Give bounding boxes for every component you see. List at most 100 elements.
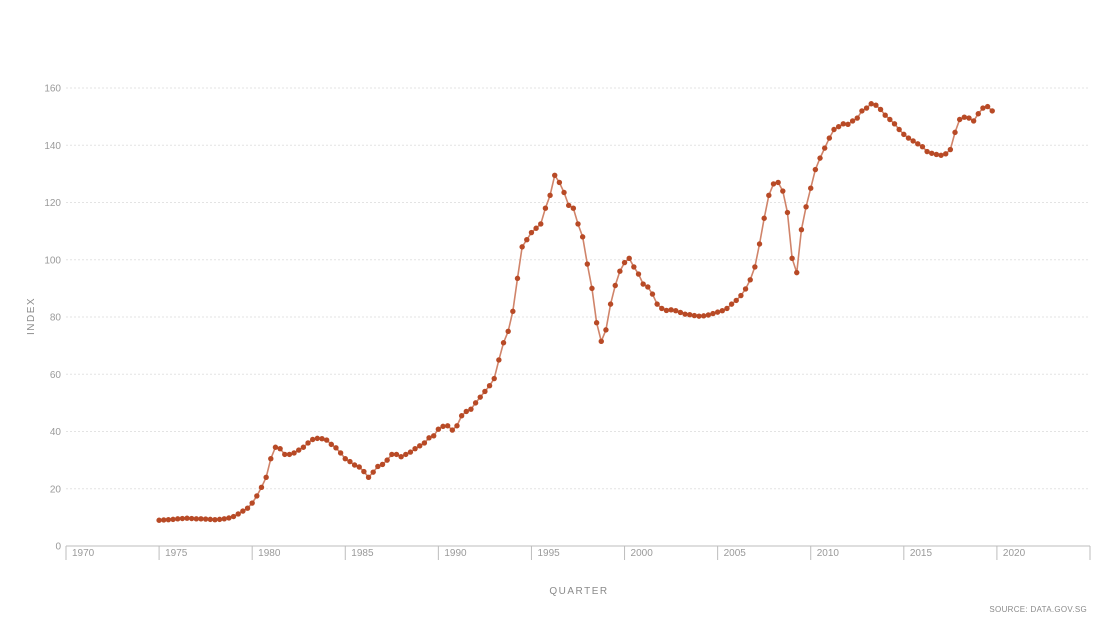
series xyxy=(156,101,995,523)
data-point xyxy=(859,108,865,114)
data-point xyxy=(226,515,232,521)
data-point xyxy=(463,408,469,415)
data-point xyxy=(370,469,376,475)
x-tick-label: 2015 xyxy=(910,548,933,559)
y-tick-label: 60 xyxy=(50,370,62,381)
data-point xyxy=(970,118,977,124)
data-point xyxy=(752,264,758,270)
x-tick-label: 2000 xyxy=(631,548,654,559)
data-point xyxy=(561,189,567,196)
data-point xyxy=(780,188,786,194)
y-tick-label: 160 xyxy=(44,84,61,95)
data-point xyxy=(161,517,167,523)
data-point xyxy=(440,423,446,430)
data-point xyxy=(207,516,213,523)
y-tick-label: 20 xyxy=(50,484,62,495)
data-point xyxy=(738,292,744,299)
data-point xyxy=(351,462,358,468)
data-point xyxy=(682,311,688,317)
x-tick-label: 2020 xyxy=(1003,548,1026,559)
data-point xyxy=(631,264,637,270)
data-point xyxy=(873,102,879,108)
data-point xyxy=(300,444,307,450)
data-point xyxy=(286,451,293,458)
data-point xyxy=(314,435,321,442)
x-tick-label: 1970 xyxy=(72,548,95,559)
data-point xyxy=(249,500,255,506)
data-point xyxy=(984,103,991,110)
data-point xyxy=(193,516,200,522)
data-point xyxy=(375,463,381,470)
data-point xyxy=(952,129,958,136)
data-point xyxy=(821,145,828,151)
data-point xyxy=(663,307,670,314)
data-point xyxy=(454,423,460,429)
data-point xyxy=(756,241,763,247)
data-point xyxy=(919,143,926,150)
data-point xyxy=(202,516,209,522)
data-point xyxy=(966,115,972,121)
data-point xyxy=(840,121,847,127)
data-point xyxy=(687,312,693,318)
data-point xyxy=(258,484,265,491)
data-point xyxy=(403,451,409,458)
x-tick-label: 2005 xyxy=(724,548,747,559)
data-point xyxy=(607,301,614,307)
data-point xyxy=(230,513,237,520)
data-point xyxy=(877,106,884,113)
x-tick-label: 1995 xyxy=(537,548,560,559)
data-point xyxy=(910,138,916,144)
data-point xyxy=(849,118,856,124)
data-point xyxy=(244,505,251,511)
data-point xyxy=(291,450,297,456)
y-tick-label: 120 xyxy=(44,198,61,209)
data-point xyxy=(398,453,404,460)
data-point xyxy=(975,111,981,117)
data-point xyxy=(538,221,544,227)
data-point xyxy=(784,209,791,216)
data-point xyxy=(887,116,893,123)
data-point xyxy=(333,445,339,451)
data-point xyxy=(198,516,204,522)
data-point xyxy=(510,308,516,314)
data-point xyxy=(268,455,274,462)
data-point xyxy=(863,105,870,111)
data-point xyxy=(579,234,586,240)
data-point xyxy=(677,309,684,316)
y-tick-label: 80 xyxy=(50,313,62,324)
data-point xyxy=(617,268,623,274)
x-axis: 1970 1975 1980 1985 1990 1995 2000 2005 2010 2015… xyxy=(65,545,1091,560)
data-point xyxy=(924,148,930,155)
data-point xyxy=(449,427,456,433)
data-point xyxy=(328,441,335,448)
data-point xyxy=(505,328,511,335)
data-point xyxy=(938,152,944,158)
data-point xyxy=(240,508,246,514)
data-point xyxy=(156,517,162,523)
data-point xyxy=(282,451,288,458)
data-point xyxy=(435,426,442,432)
data-point xyxy=(896,126,902,133)
data-point xyxy=(728,301,735,307)
data-point xyxy=(472,400,479,406)
x-tick-label: 1980 xyxy=(258,548,281,559)
data-point xyxy=(742,286,749,292)
data-point xyxy=(649,291,656,297)
data-point xyxy=(477,394,483,400)
data-point xyxy=(547,192,553,199)
data-point xyxy=(393,451,400,458)
data-point xyxy=(496,357,502,363)
data-point xyxy=(482,388,488,395)
data-point xyxy=(700,313,707,319)
data-point xyxy=(296,447,302,453)
data-point xyxy=(309,436,316,443)
data-point xyxy=(831,126,837,133)
data-point xyxy=(598,338,604,345)
data-point xyxy=(645,284,651,290)
series-line xyxy=(159,102,993,522)
data-point xyxy=(798,226,805,233)
data-point xyxy=(575,221,581,227)
data-point xyxy=(947,146,954,153)
data-point xyxy=(710,310,716,317)
data-point xyxy=(170,516,176,523)
